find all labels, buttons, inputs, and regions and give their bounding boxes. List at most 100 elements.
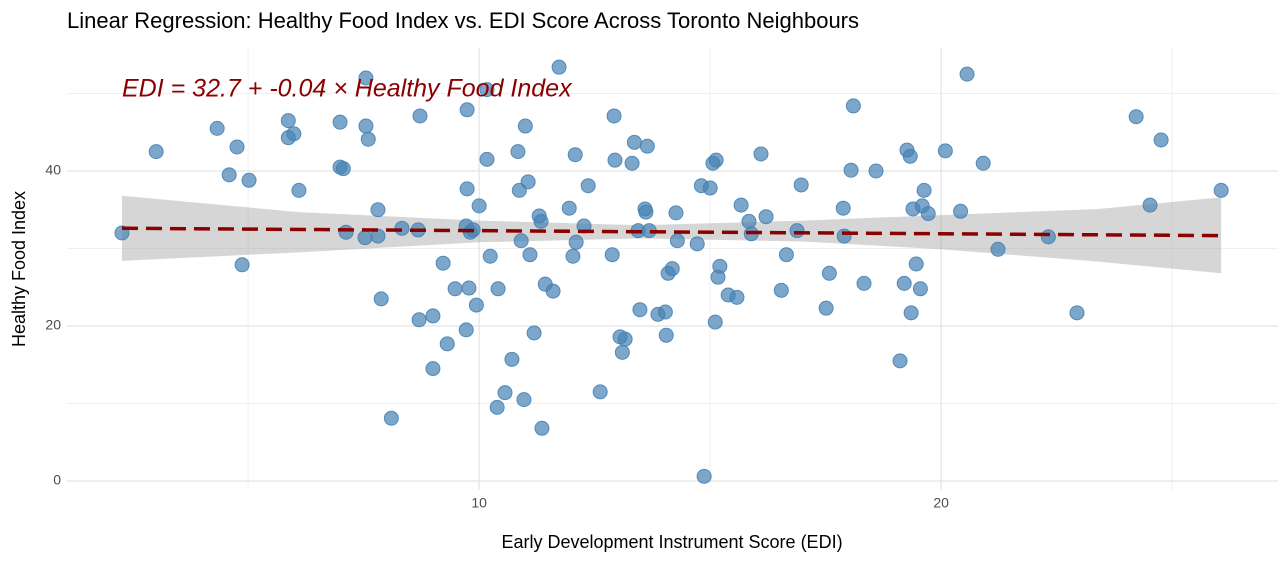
point xyxy=(411,312,427,328)
point xyxy=(1142,197,1158,213)
point xyxy=(561,200,577,216)
point xyxy=(497,385,513,401)
point xyxy=(373,291,389,307)
point xyxy=(669,233,685,249)
point xyxy=(896,275,912,291)
point xyxy=(708,152,724,168)
point xyxy=(435,255,451,271)
point xyxy=(617,331,633,347)
point xyxy=(520,174,536,190)
point xyxy=(1153,132,1169,148)
point xyxy=(733,197,749,213)
point xyxy=(778,247,794,263)
point xyxy=(712,258,728,274)
point xyxy=(234,257,250,273)
point xyxy=(920,206,936,222)
point xyxy=(383,410,399,426)
point xyxy=(638,204,654,220)
point xyxy=(412,108,428,124)
point xyxy=(607,152,623,168)
point xyxy=(286,126,302,142)
point xyxy=(459,181,475,197)
point xyxy=(626,134,642,150)
point xyxy=(332,114,348,130)
point xyxy=(606,108,622,124)
x-tick-label: 20 xyxy=(933,495,949,511)
point xyxy=(624,155,640,171)
point xyxy=(489,399,505,415)
point xyxy=(425,308,441,324)
point xyxy=(209,120,225,136)
point xyxy=(916,182,932,198)
point xyxy=(835,200,851,216)
point xyxy=(358,70,374,86)
point xyxy=(580,178,596,194)
y-tick-label: 40 xyxy=(45,162,61,178)
point xyxy=(280,113,296,129)
point xyxy=(338,224,354,240)
point xyxy=(892,353,908,369)
point xyxy=(658,327,674,343)
confidence-band xyxy=(121,195,1222,274)
point xyxy=(148,144,164,160)
point xyxy=(990,241,1006,257)
point xyxy=(912,281,928,297)
point xyxy=(856,275,872,291)
point xyxy=(696,468,712,484)
point xyxy=(504,351,520,367)
point xyxy=(845,98,861,114)
point xyxy=(741,213,757,229)
point xyxy=(614,344,630,360)
point xyxy=(516,392,532,408)
y-axis-label: Healthy Food Index xyxy=(9,191,29,347)
point xyxy=(468,297,484,313)
point xyxy=(639,138,655,154)
point xyxy=(903,305,919,321)
point xyxy=(953,203,969,219)
x-tick-label: 10 xyxy=(471,495,487,511)
point xyxy=(758,209,774,225)
point xyxy=(707,314,723,330)
point xyxy=(793,177,809,193)
point xyxy=(513,233,529,249)
point xyxy=(908,256,924,272)
point xyxy=(868,163,884,179)
point xyxy=(729,289,745,305)
point xyxy=(510,144,526,160)
point xyxy=(229,139,245,155)
point xyxy=(567,147,583,163)
point xyxy=(836,228,852,244)
point xyxy=(1128,109,1144,125)
point xyxy=(490,281,506,297)
point xyxy=(1213,182,1229,198)
point xyxy=(425,361,441,377)
point xyxy=(773,282,789,298)
point xyxy=(902,148,918,164)
point xyxy=(689,236,705,252)
point xyxy=(568,234,584,250)
point xyxy=(479,82,495,98)
point xyxy=(357,230,373,246)
point xyxy=(664,261,680,277)
point xyxy=(975,155,991,171)
point xyxy=(753,146,769,162)
point xyxy=(668,205,684,221)
point xyxy=(471,198,487,214)
point xyxy=(241,172,257,188)
point xyxy=(482,248,498,264)
point xyxy=(1040,229,1056,245)
point xyxy=(959,66,975,82)
y-tick-label: 20 xyxy=(45,317,61,333)
point xyxy=(818,300,834,316)
point xyxy=(789,223,805,239)
y-tick-label: 0 xyxy=(53,472,61,488)
point xyxy=(358,118,374,134)
point xyxy=(291,182,307,198)
plot-area: EDI = 32.7 + -0.04 × Healthy Food Index xyxy=(114,59,1229,484)
point xyxy=(702,180,718,196)
regression-line xyxy=(121,226,1222,238)
point xyxy=(335,161,351,177)
point xyxy=(534,420,550,436)
grid xyxy=(67,48,1278,490)
point xyxy=(458,322,474,338)
